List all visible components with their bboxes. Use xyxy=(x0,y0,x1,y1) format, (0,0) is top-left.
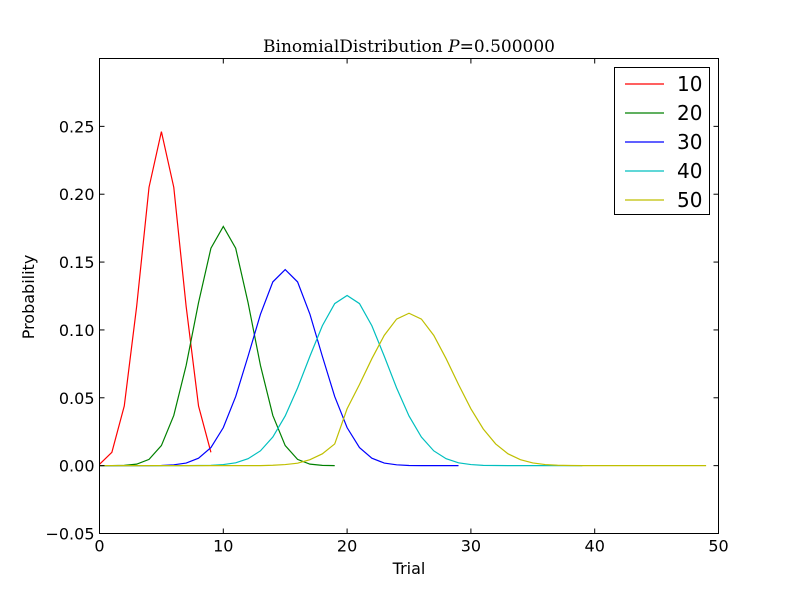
chart-title: BinomialDistribution P=0.500000 xyxy=(263,37,555,57)
series-line-50 xyxy=(99,312,707,467)
legend-label-20: 20 xyxy=(677,101,702,125)
legend: 10 20 30 40 50 xyxy=(614,67,710,215)
chart-title-variable: P xyxy=(447,37,460,57)
plot-frame xyxy=(99,58,719,534)
series-line-40 xyxy=(99,294,583,467)
y-tick-label: 0.10 xyxy=(59,321,95,340)
series-line-10 xyxy=(99,131,212,465)
legend-label-30: 30 xyxy=(677,130,702,154)
legend-label-50: 50 xyxy=(677,188,702,212)
x-tick-label: 10 xyxy=(213,537,233,556)
x-tick-label: 40 xyxy=(585,537,605,556)
legend-label-40: 40 xyxy=(677,159,702,183)
x-axis: 0 10 20 30 40 50 xyxy=(94,58,729,556)
x-tick-label: 30 xyxy=(461,537,481,556)
y-tick-label: 0.05 xyxy=(59,389,95,408)
x-tick-label: 20 xyxy=(337,537,357,556)
chart-title-value: =0.500000 xyxy=(460,37,555,57)
y-axis: −0.05 0.00 0.05 0.10 0.15 0.20 0.25 xyxy=(45,117,719,544)
y-tick-label: −0.05 xyxy=(45,525,94,544)
y-tick-label: 0.25 xyxy=(59,117,95,136)
y-tick-label: 0.00 xyxy=(59,457,95,476)
legend-label-10: 10 xyxy=(677,72,702,96)
y-axis-label: Probability xyxy=(19,255,38,340)
y-tick-label: 0.20 xyxy=(59,185,95,204)
x-axis-label: Trial xyxy=(392,559,426,578)
x-tick-label: 50 xyxy=(708,537,728,556)
chart-title-main: BinomialDistribution xyxy=(263,37,443,57)
series-line-20 xyxy=(99,225,335,467)
legend-box xyxy=(614,67,710,215)
series-line-30 xyxy=(99,268,459,467)
y-tick-label: 0.15 xyxy=(59,253,95,272)
x-tick-label: 0 xyxy=(94,537,104,556)
plot-lines xyxy=(99,131,707,467)
